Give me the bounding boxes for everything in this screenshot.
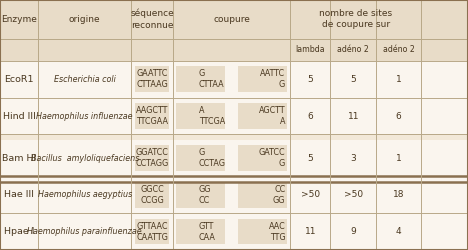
Text: nombre de sites
de coupure sur: nombre de sites de coupure sur	[319, 9, 392, 29]
Text: 9: 9	[351, 227, 356, 236]
Text: 6: 6	[396, 112, 402, 120]
Bar	[135, 219, 169, 244]
Text: 6: 6	[307, 112, 313, 120]
Bar	[0, 61, 468, 98]
Text: Haemophilus influenzae: Haemophilus influenzae	[37, 112, 133, 120]
Text: adéno 2: adéno 2	[337, 45, 369, 54]
Bar	[176, 182, 225, 208]
Text: GGCC
CCGG: GGCC CCGG	[140, 185, 164, 205]
Text: 11: 11	[305, 227, 316, 236]
Text: G
CCTAG: G CCTAG	[199, 148, 226, 168]
Text: CC
GG: CC GG	[273, 185, 285, 205]
Text: 1: 1	[396, 154, 402, 162]
Text: adéno 2: adéno 2	[383, 45, 415, 54]
Text: GTTAAC
CAATTG: GTTAAC CAATTG	[136, 222, 168, 242]
Text: 4: 4	[396, 227, 402, 236]
Text: Bam HI: Bam HI	[2, 154, 37, 162]
Text: 5: 5	[307, 154, 313, 162]
Text: GATCC
    G: GATCC G	[259, 148, 285, 168]
Bar	[238, 145, 287, 171]
Text: Hae III: Hae III	[4, 190, 34, 199]
Text: >50: >50	[344, 190, 363, 199]
Text: coupure: coupure	[213, 15, 250, 24]
Text: >50: >50	[301, 190, 320, 199]
Text: GG
CC: GG CC	[199, 185, 212, 205]
Bar	[176, 145, 225, 171]
Text: EcoR1: EcoR1	[4, 75, 34, 84]
Bar	[176, 66, 225, 92]
Text: Haemophilus parainfluenzae: Haemophilus parainfluenzae	[28, 227, 142, 236]
Text: A
TTCGA: A TTCGA	[199, 106, 225, 126]
Bar	[0, 98, 468, 134]
Text: Hpae I: Hpae I	[4, 227, 35, 236]
Text: GGATCC
CCTAGG: GGATCC CCTAGG	[135, 148, 169, 168]
Text: 11: 11	[348, 112, 359, 120]
Bar	[135, 66, 169, 92]
Bar	[0, 176, 468, 213]
Text: G
CTTAA: G CTTAA	[199, 69, 225, 89]
Text: AATTC
    G: AATTC G	[260, 69, 285, 89]
Bar	[238, 103, 287, 129]
Text: 1: 1	[396, 75, 402, 84]
Text: Hind III: Hind III	[3, 112, 36, 120]
Text: lambda: lambda	[295, 45, 325, 54]
Text: 3: 3	[351, 154, 356, 162]
Bar	[135, 103, 169, 129]
Text: AAC
TTG: AAC TTG	[269, 222, 285, 242]
Text: 5: 5	[351, 75, 356, 84]
Text: 5: 5	[307, 75, 313, 84]
Text: origine: origine	[69, 15, 101, 24]
Text: AAGCTT
TTCGAA: AAGCTT TTCGAA	[136, 106, 168, 126]
Bar	[135, 145, 169, 171]
Text: Haemophilus aegyptius: Haemophilus aegyptius	[37, 190, 132, 199]
Text: 18: 18	[393, 190, 404, 199]
Text: Escherichia coli: Escherichia coli	[54, 75, 116, 84]
Bar	[0, 38, 468, 61]
Bar	[0, 0, 468, 38]
Bar	[176, 219, 225, 244]
Text: Enzyme: Enzyme	[1, 15, 37, 24]
Bar	[238, 219, 287, 244]
Bar	[0, 213, 468, 250]
Bar	[0, 140, 468, 176]
Text: Bacillus  amyloliquefaciens: Bacillus amyloliquefaciens	[30, 154, 139, 162]
Bar	[238, 66, 287, 92]
Text: séquence
reconnue: séquence reconnue	[130, 9, 174, 29]
Text: GAATTC
CTTAAG: GAATTC CTTAAG	[136, 69, 168, 89]
Bar	[238, 182, 287, 208]
Text: GTT
CAA: GTT CAA	[199, 222, 216, 242]
Bar	[176, 103, 225, 129]
Bar	[135, 182, 169, 208]
Text: AGCTT
    A: AGCTT A	[259, 106, 285, 126]
